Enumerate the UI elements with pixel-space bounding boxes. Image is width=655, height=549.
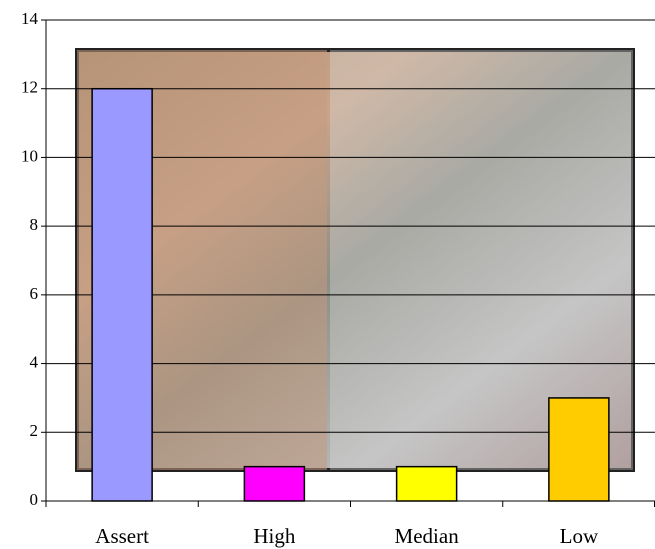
- y-tick-label: 10: [21, 146, 38, 165]
- y-tick-label: 14: [21, 9, 39, 28]
- y-tick-label: 0: [30, 490, 39, 509]
- x-tick-label: Median: [395, 524, 460, 548]
- y-tick-label: 8: [30, 215, 39, 234]
- x-tick-label: Low: [560, 524, 599, 548]
- bar: [91, 87, 153, 502]
- bar: [548, 397, 610, 502]
- y-tick-label: 12: [21, 78, 38, 97]
- x-tick-label: High: [253, 524, 296, 548]
- bar: [395, 465, 458, 502]
- y-tick-label: 4: [30, 352, 39, 371]
- y-tick-label: 2: [30, 421, 39, 440]
- y-tick-label: 6: [30, 284, 39, 303]
- bar: [243, 465, 306, 502]
- x-tick-label: Assert: [95, 524, 149, 548]
